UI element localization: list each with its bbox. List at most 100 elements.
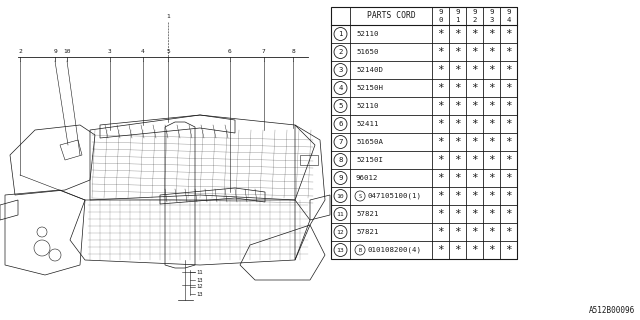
Text: *: * bbox=[471, 155, 477, 165]
Text: *: * bbox=[437, 191, 444, 201]
Text: 4: 4 bbox=[141, 49, 145, 54]
Text: *: * bbox=[437, 209, 444, 219]
Text: *: * bbox=[505, 119, 512, 129]
Text: *: * bbox=[505, 209, 512, 219]
Text: 2: 2 bbox=[472, 17, 477, 23]
Text: *: * bbox=[505, 227, 512, 237]
Text: 5: 5 bbox=[166, 49, 170, 54]
Text: 57821: 57821 bbox=[356, 211, 378, 217]
Text: 9: 9 bbox=[339, 175, 343, 181]
Text: 12: 12 bbox=[337, 229, 344, 235]
Text: 11: 11 bbox=[196, 269, 202, 275]
Text: *: * bbox=[505, 65, 512, 75]
Text: 7: 7 bbox=[262, 49, 266, 54]
Text: *: * bbox=[505, 137, 512, 147]
Text: 96012: 96012 bbox=[356, 175, 378, 181]
Text: 52150I: 52150I bbox=[356, 157, 383, 163]
Text: *: * bbox=[505, 173, 512, 183]
Text: 4: 4 bbox=[339, 85, 343, 91]
Text: 1: 1 bbox=[455, 17, 460, 23]
Text: 52110: 52110 bbox=[356, 103, 378, 109]
Text: *: * bbox=[488, 83, 495, 93]
Text: *: * bbox=[471, 65, 477, 75]
Text: 2: 2 bbox=[339, 49, 343, 55]
Text: *: * bbox=[505, 191, 512, 201]
Text: 9: 9 bbox=[53, 49, 57, 54]
Text: 51650: 51650 bbox=[356, 49, 378, 55]
Text: *: * bbox=[454, 47, 461, 57]
Text: *: * bbox=[437, 155, 444, 165]
Text: 52110: 52110 bbox=[356, 31, 378, 37]
Text: *: * bbox=[454, 101, 461, 111]
Text: *: * bbox=[488, 173, 495, 183]
Text: *: * bbox=[437, 137, 444, 147]
Text: *: * bbox=[488, 101, 495, 111]
Text: 7: 7 bbox=[339, 139, 343, 145]
Text: *: * bbox=[505, 29, 512, 39]
Text: *: * bbox=[454, 137, 461, 147]
Text: *: * bbox=[437, 47, 444, 57]
Text: *: * bbox=[488, 155, 495, 165]
Text: *: * bbox=[454, 29, 461, 39]
Text: 1: 1 bbox=[166, 14, 170, 19]
Text: *: * bbox=[488, 245, 495, 255]
Bar bbox=[331, 7, 517, 259]
Text: 9: 9 bbox=[455, 9, 460, 15]
Text: *: * bbox=[471, 227, 477, 237]
Text: 13: 13 bbox=[337, 247, 344, 252]
Text: *: * bbox=[454, 65, 461, 75]
Text: *: * bbox=[437, 245, 444, 255]
Text: *: * bbox=[471, 191, 477, 201]
Text: 51650A: 51650A bbox=[356, 139, 383, 145]
Text: *: * bbox=[505, 101, 512, 111]
Text: *: * bbox=[471, 173, 477, 183]
Text: 4: 4 bbox=[506, 17, 511, 23]
Text: *: * bbox=[471, 101, 477, 111]
Text: 1: 1 bbox=[339, 31, 343, 37]
Text: *: * bbox=[488, 119, 495, 129]
Text: 9: 9 bbox=[506, 9, 511, 15]
Text: *: * bbox=[471, 137, 477, 147]
Text: 5: 5 bbox=[339, 103, 343, 109]
Text: PARTS CORD: PARTS CORD bbox=[367, 12, 415, 20]
Text: *: * bbox=[437, 227, 444, 237]
Text: *: * bbox=[437, 101, 444, 111]
Text: *: * bbox=[505, 47, 512, 57]
Text: *: * bbox=[437, 29, 444, 39]
Text: 12: 12 bbox=[196, 284, 202, 290]
Text: 9: 9 bbox=[472, 9, 477, 15]
Text: *: * bbox=[471, 47, 477, 57]
Text: 3: 3 bbox=[489, 17, 493, 23]
Text: *: * bbox=[505, 83, 512, 93]
Text: 13: 13 bbox=[196, 277, 202, 283]
Text: 8: 8 bbox=[291, 49, 295, 54]
Text: 11: 11 bbox=[337, 212, 344, 217]
Text: *: * bbox=[454, 245, 461, 255]
Text: *: * bbox=[471, 245, 477, 255]
Text: 047105100(1): 047105100(1) bbox=[367, 193, 421, 199]
Text: *: * bbox=[471, 119, 477, 129]
Text: *: * bbox=[471, 83, 477, 93]
Text: 10: 10 bbox=[337, 194, 344, 198]
Text: 9: 9 bbox=[438, 9, 443, 15]
Text: *: * bbox=[437, 119, 444, 129]
Text: *: * bbox=[488, 47, 495, 57]
Bar bbox=[300, 155, 318, 165]
Text: *: * bbox=[505, 155, 512, 165]
Text: 52150H: 52150H bbox=[356, 85, 383, 91]
Text: *: * bbox=[454, 227, 461, 237]
Text: S: S bbox=[358, 194, 362, 198]
Text: *: * bbox=[505, 245, 512, 255]
Text: 52140D: 52140D bbox=[356, 67, 383, 73]
Text: 9: 9 bbox=[489, 9, 493, 15]
Text: 52411: 52411 bbox=[356, 121, 378, 127]
Text: *: * bbox=[471, 209, 477, 219]
Text: *: * bbox=[454, 191, 461, 201]
Text: *: * bbox=[471, 29, 477, 39]
Text: 8: 8 bbox=[339, 157, 343, 163]
Text: A512B00096: A512B00096 bbox=[589, 306, 635, 315]
Text: *: * bbox=[454, 119, 461, 129]
Text: *: * bbox=[454, 155, 461, 165]
Text: *: * bbox=[488, 29, 495, 39]
Text: *: * bbox=[488, 191, 495, 201]
